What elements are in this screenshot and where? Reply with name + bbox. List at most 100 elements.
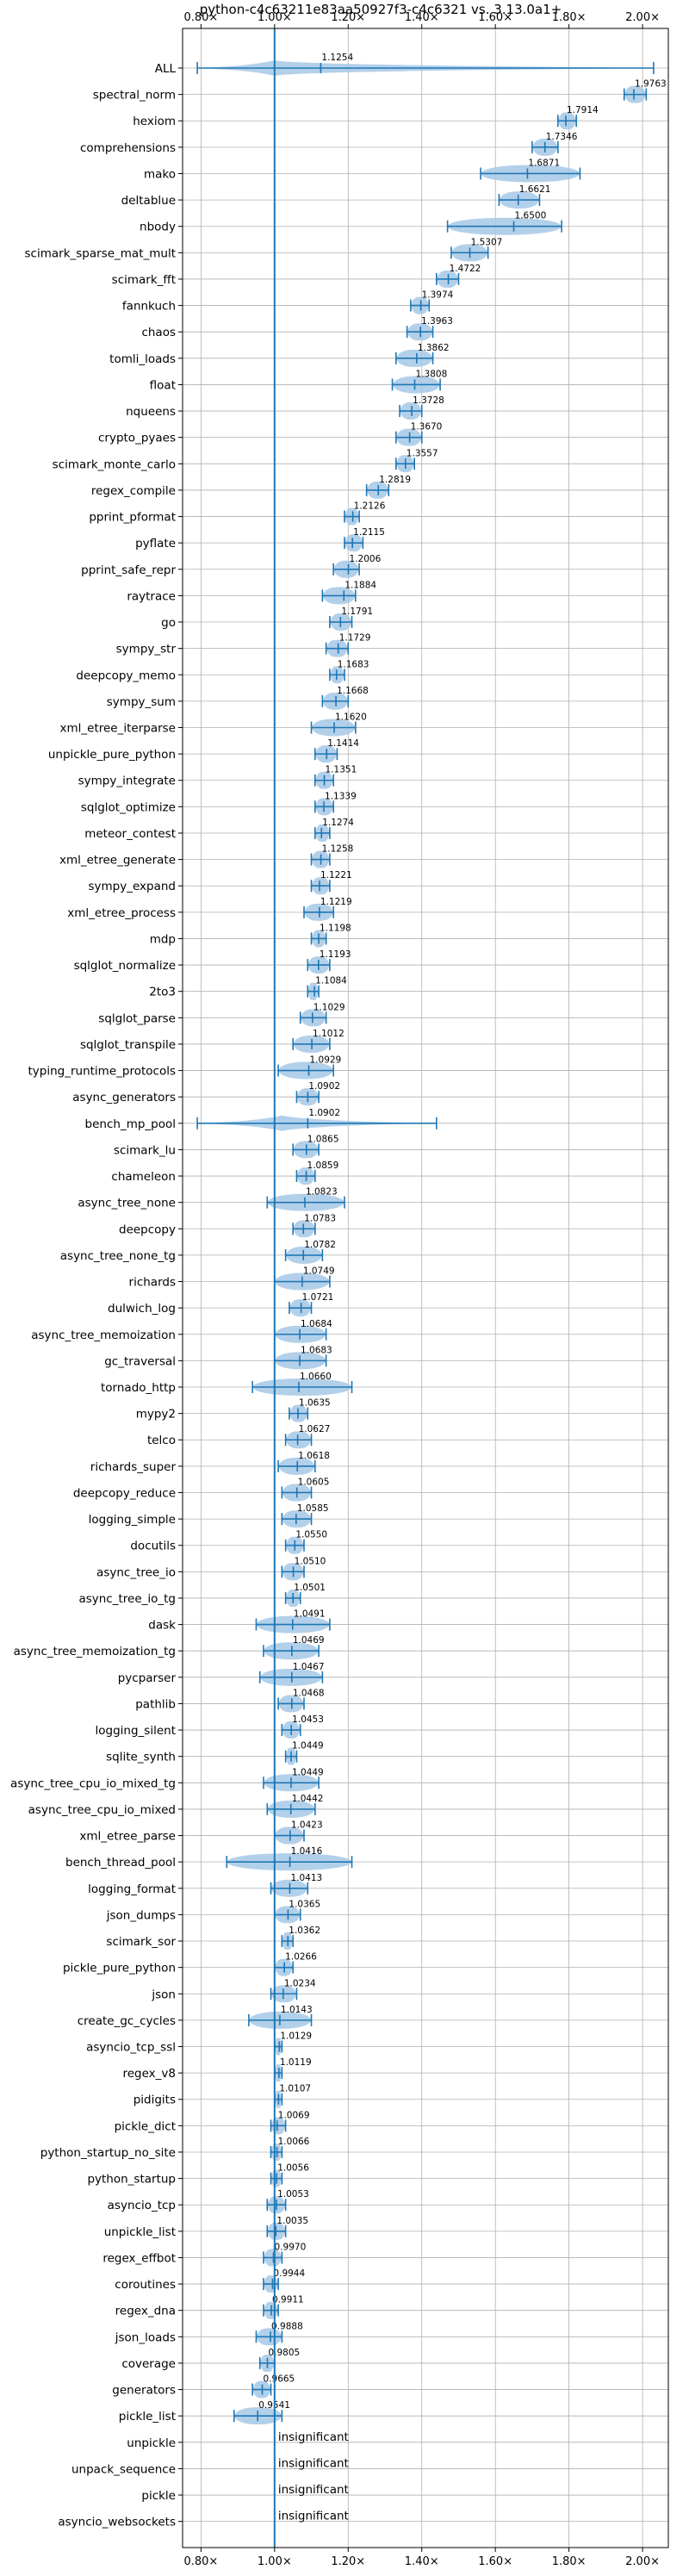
benchmark-row: async_tree_io_tg 1.0501	[78, 1583, 326, 1607]
benchmark-row: regex_dna 0.9911	[115, 2295, 304, 2319]
benchmark-name: docutils	[130, 1540, 176, 1553]
benchmark-name: coverage	[121, 2357, 176, 2371]
benchmark-row: scimark_fft 1.4722	[112, 264, 481, 288]
benchmark-name: sqlite_synth	[106, 1751, 176, 1764]
value-label: 0.9665	[264, 2374, 295, 2385]
benchmark-row: asyncio_tcp_ssl 1.0129	[86, 2032, 312, 2056]
benchmark-row: chameleon 1.0859	[111, 1160, 338, 1185]
benchmark-row: docutils 1.0550	[130, 1530, 327, 1554]
value-label: 1.0362	[289, 1926, 320, 1936]
benchmark-row: async_generators 1.0902	[72, 1081, 340, 1106]
value-label: 1.1620	[335, 712, 367, 723]
value-label: 1.1193	[320, 949, 351, 960]
x-axis-ticks: 0.80× 0.80× 1.00× 1.00× 1.20× 1.20× 1.40× 1.40×…	[183, 11, 660, 2568]
benchmark-row: sympy_expand 1.1221	[88, 870, 352, 895]
benchmark-row: sqlglot_transpile 1.1012	[80, 1029, 344, 1053]
x-tick-label-bottom: 1.20×	[331, 2555, 365, 2568]
benchmark-row: tornado_http 1.0660	[101, 1372, 353, 1396]
value-label: 1.9763	[635, 79, 667, 90]
value-label: 1.0365	[289, 1899, 320, 1909]
value-label: 1.1254	[321, 53, 353, 63]
benchmark-row: telco 1.0627	[147, 1424, 330, 1449]
value-label: 1.0902	[308, 1081, 340, 1092]
benchmark-name: chaos	[141, 326, 176, 339]
benchmark-row: meteor_contest 1.1274	[84, 818, 354, 842]
value-label: 1.0143	[281, 2005, 313, 2015]
benchmark-name: gc_traversal	[104, 1354, 176, 1368]
benchmark-row: mako 1.6871	[144, 158, 581, 183]
value-label: 1.0107	[279, 2084, 311, 2094]
insignificant-label: insignificant	[278, 2510, 349, 2523]
benchmark-name: meteor_contest	[84, 827, 176, 841]
benchmark-rows: ALL 1.1254 spectral_norm 1.9763 hexiom 1.7914…	[10, 28, 667, 2548]
benchmark-name: async_tree_none	[78, 1197, 176, 1210]
value-label: 1.0929	[310, 1055, 342, 1066]
value-label: 1.0605	[298, 1477, 330, 1487]
benchmark-row: coroutines 0.9944	[115, 2268, 305, 2293]
benchmark-name: fannkuch	[122, 300, 176, 314]
benchmark-name: pyflate	[135, 537, 176, 551]
value-label: 1.0035	[276, 2216, 308, 2226]
benchmark-name: async_tree_none_tg	[60, 1249, 176, 1263]
value-label: 1.2115	[353, 527, 385, 538]
value-label: 1.1084	[315, 976, 347, 986]
value-label: 1.0056	[277, 2163, 309, 2174]
value-label: 1.0416	[291, 1846, 323, 1857]
value-label: 1.0234	[284, 1978, 316, 1988]
benchmark-name: mypy2	[136, 1408, 176, 1422]
benchmark-name: spectral_norm	[93, 89, 176, 103]
benchmark-row: pyflate 1.2115	[135, 527, 385, 552]
benchmark-row: json 1.0234	[151, 1978, 316, 2003]
x-tick-label-top: 1.60×	[478, 11, 512, 24]
benchmark-row: scimark_sparse_mat_mult 1.5307	[25, 237, 502, 262]
benchmark-row: json_dumps 1.0365	[106, 1899, 320, 1924]
value-label: 1.3557	[407, 448, 438, 458]
benchmark-row: sqlglot_optimize 1.1339	[81, 791, 357, 816]
x-tick-label-bottom: 2.00×	[625, 2555, 660, 2568]
benchmark-row: sqlite_synth 1.0449	[106, 1741, 324, 1765]
benchmark-row: comprehensions 1.7346	[80, 132, 578, 156]
benchmark-row: coverage 0.9805	[121, 2348, 300, 2372]
benchmark-name: regex_dna	[115, 2305, 176, 2318]
benchmark-row: mdp 1.1198	[150, 923, 351, 948]
value-label: 1.1258	[322, 844, 354, 855]
benchmark-name: json	[151, 1988, 176, 2001]
benchmark-name: chameleon	[111, 1170, 176, 1184]
benchmark-name: comprehensions	[80, 141, 176, 155]
benchmark-row: sqlglot_normalize 1.1193	[74, 949, 351, 974]
benchmark-name: sympy_str	[116, 643, 177, 656]
value-label: 1.7346	[546, 132, 578, 142]
benchmark-row: bench_thread_pool 1.0416	[65, 1846, 353, 1871]
value-label: 1.0442	[292, 1794, 324, 1804]
benchmark-row: nbody 1.6500	[140, 211, 562, 235]
benchmark-row: float 1.3808	[150, 369, 447, 394]
value-label: 1.1221	[320, 870, 352, 880]
benchmark-name: deepcopy_reduce	[73, 1486, 176, 1500]
benchmark-row: async_tree_none_tg 1.0782	[60, 1240, 336, 1264]
insignificant-label: insignificant	[278, 2456, 349, 2470]
value-label: 1.0467	[293, 1662, 325, 1672]
benchmark-name: scimark_monte_carlo	[53, 457, 176, 471]
benchmark-name: async_tree_io_tg	[78, 1592, 176, 1606]
benchmark-name: logging_format	[88, 1882, 176, 1896]
value-label: 1.0749	[303, 1266, 335, 1277]
value-label: 1.3728	[413, 395, 444, 406]
value-label: 1.0550	[295, 1530, 327, 1540]
value-label: 1.6621	[519, 184, 551, 195]
benchmark-row: typing_runtime_protocols 1.0929	[28, 1055, 342, 1080]
benchmark-name: async_generators	[72, 1091, 176, 1104]
benchmark-name: sympy_sum	[107, 695, 176, 709]
benchmark-row: gc_traversal 1.0683	[104, 1345, 332, 1370]
value-label: 1.1012	[313, 1029, 344, 1039]
benchmark-row: create_gc_cycles 1.0143	[78, 2005, 313, 2029]
x-tick-label-top: 1.00×	[258, 11, 292, 24]
value-label: 1.0468	[293, 1688, 325, 1698]
benchmark-row: dulwich_log 1.0721	[108, 1292, 333, 1317]
value-label: 0.9944	[273, 2268, 305, 2279]
benchmark-name: python_startup	[87, 2173, 176, 2187]
benchmark-name: sympy_expand	[88, 880, 176, 893]
benchmark-name: unpickle	[127, 2436, 176, 2450]
benchmark-row: pidigits 1.0107	[133, 2084, 311, 2108]
benchmark-row: unpickle insignificant	[127, 2430, 349, 2450]
benchmark-row: ALL 1.1254	[155, 53, 655, 76]
